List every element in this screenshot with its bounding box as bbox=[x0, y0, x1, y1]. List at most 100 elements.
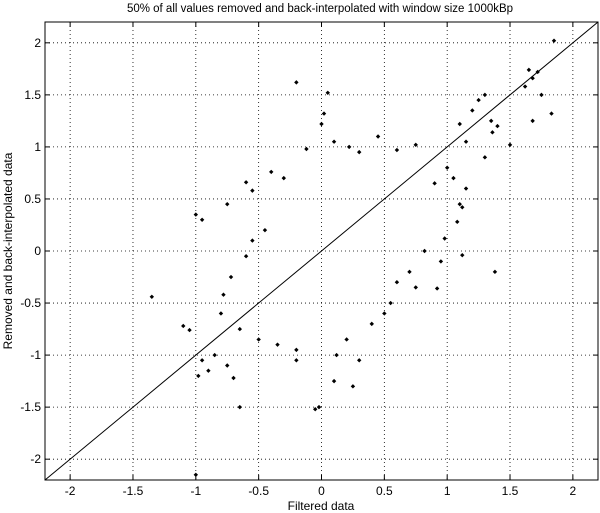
x-tick-label: 1.5 bbox=[502, 484, 519, 498]
scatter-point bbox=[331, 378, 337, 384]
grid-lines bbox=[45, 22, 598, 480]
scatter-point bbox=[199, 217, 205, 222]
scatter-point bbox=[476, 97, 481, 103]
y-tick-label: 0.5 bbox=[24, 192, 41, 206]
y-tick-label: 2 bbox=[34, 36, 41, 50]
scatter-point bbox=[539, 92, 544, 98]
scatter-point bbox=[237, 404, 243, 410]
scatter-point bbox=[482, 155, 488, 160]
scatter-point bbox=[507, 142, 513, 148]
y-tick-label: -1.5 bbox=[20, 400, 41, 414]
scatter-point bbox=[228, 274, 234, 280]
scatter-point bbox=[334, 352, 339, 358]
scatter-point bbox=[350, 384, 356, 389]
scatter-point bbox=[256, 337, 261, 342]
scatter-point bbox=[490, 130, 495, 135]
scatter-point bbox=[221, 292, 226, 297]
y-tick-label: -2 bbox=[30, 452, 41, 466]
scatter-point bbox=[394, 280, 400, 285]
scatter-point bbox=[495, 123, 500, 129]
scatter-point bbox=[457, 121, 462, 127]
scatter-point bbox=[470, 108, 475, 113]
scatter-point bbox=[193, 212, 199, 217]
x-tick-label: -1.5 bbox=[123, 484, 144, 498]
scatter-point bbox=[218, 311, 224, 316]
scatter-point bbox=[442, 236, 447, 241]
scatter-point bbox=[551, 38, 557, 43]
scatter-point bbox=[388, 300, 393, 306]
scatter-point bbox=[394, 147, 400, 153]
scatter-point bbox=[382, 311, 387, 316]
scatter-point bbox=[212, 352, 217, 358]
scatter-point bbox=[375, 134, 381, 139]
scatter-point bbox=[181, 323, 186, 329]
scatter-point bbox=[193, 472, 199, 477]
scatter-point bbox=[530, 118, 535, 124]
scatter-point bbox=[346, 144, 352, 150]
x-axis-label: Filtered data bbox=[288, 499, 355, 513]
scatter-point bbox=[413, 285, 418, 290]
scatter-point bbox=[225, 363, 230, 368]
x-tick-label: -0.5 bbox=[248, 484, 269, 498]
scatter-point bbox=[438, 259, 444, 264]
scatter-point bbox=[488, 118, 494, 124]
scatter-point bbox=[250, 238, 255, 243]
scatter-point bbox=[199, 358, 205, 363]
scatter-point bbox=[422, 248, 427, 254]
scatter-point bbox=[432, 181, 437, 186]
scatter-point bbox=[444, 165, 450, 170]
scatter-point bbox=[243, 254, 249, 259]
scatter-point bbox=[434, 286, 440, 291]
x-tick-label: -2 bbox=[65, 484, 76, 498]
identity-line bbox=[44, 21, 599, 481]
scatter-point bbox=[294, 80, 299, 85]
scatter-point bbox=[331, 139, 337, 144]
scatter-point bbox=[294, 358, 299, 363]
axis-ticks: -2 -1.5 -1 -0.5 0 0.5 1 1.5 2 2 1.5 1 0.5 0 -0.5 -1 -1.5… bbox=[20, 22, 598, 498]
scatter-point bbox=[196, 373, 201, 379]
scatter-point bbox=[522, 84, 528, 89]
x-tick-label: 0 bbox=[318, 484, 325, 498]
scatter-point bbox=[313, 407, 318, 412]
x-tick-label: -1 bbox=[190, 484, 201, 498]
scatter-point bbox=[344, 337, 349, 342]
scatter-point bbox=[304, 146, 309, 152]
scatter-point bbox=[407, 269, 412, 275]
scatter-point bbox=[250, 188, 255, 193]
scatter-point bbox=[294, 347, 299, 353]
chart-title: 50% of all values removed and back-inter… bbox=[127, 3, 513, 15]
scatter-point bbox=[357, 149, 362, 155]
scatter-point bbox=[549, 111, 554, 116]
scatter-point bbox=[369, 321, 374, 327]
y-tick-label: -0.5 bbox=[20, 296, 41, 310]
y-tick-label: 0 bbox=[34, 244, 41, 258]
scatter-point bbox=[413, 142, 418, 148]
data-points bbox=[149, 38, 557, 477]
scatter-point bbox=[231, 375, 236, 381]
scatter-point bbox=[243, 180, 249, 185]
scatter-point bbox=[316, 404, 322, 410]
scatter-point bbox=[281, 175, 286, 181]
scatter-point bbox=[460, 205, 465, 210]
scatter-point bbox=[463, 186, 469, 191]
reference-line bbox=[44, 21, 599, 481]
scatter-point bbox=[237, 326, 243, 332]
y-axis-label: Removed and back-interpolated data bbox=[1, 152, 15, 349]
scatter-point bbox=[269, 169, 274, 175]
y-tick-label: 1 bbox=[34, 140, 41, 154]
scatter-point bbox=[460, 252, 465, 258]
scatter-point bbox=[530, 76, 535, 81]
scatter-point bbox=[455, 219, 460, 225]
scatter-point bbox=[526, 67, 532, 73]
x-tick-label: 2 bbox=[570, 484, 577, 498]
y-tick-label: -1 bbox=[30, 348, 41, 362]
scatter-point bbox=[457, 201, 462, 207]
scatter-point bbox=[149, 294, 155, 299]
scatter-point bbox=[225, 201, 230, 207]
scatter-point bbox=[463, 139, 469, 144]
scatter-point bbox=[319, 121, 324, 127]
scatter-point bbox=[357, 358, 362, 363]
scatter-point bbox=[325, 90, 330, 95]
scatter-point bbox=[321, 111, 327, 116]
